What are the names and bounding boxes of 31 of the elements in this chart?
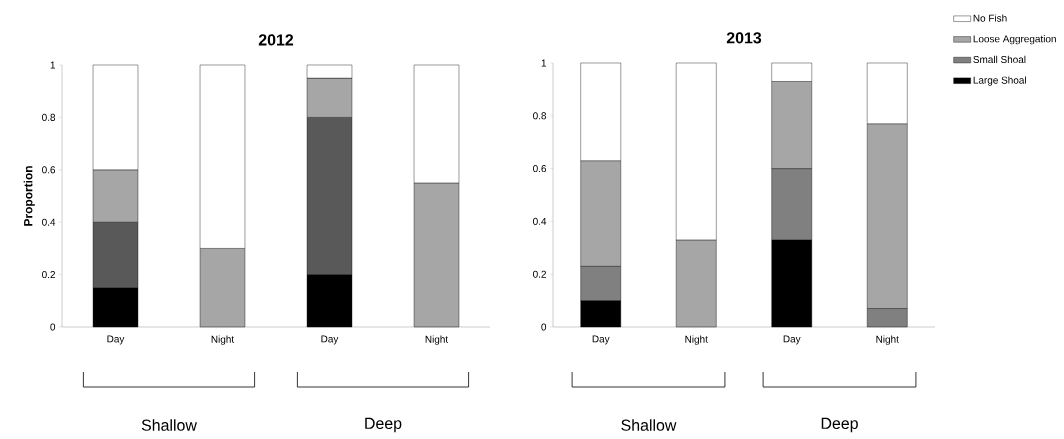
- y-tick-label: 0.6: [42, 166, 56, 174]
- legend-label: Large Shoal: [973, 76, 1026, 86]
- chart-title: 2013: [726, 32, 762, 44]
- x-tick-label: Night: [685, 335, 708, 345]
- legend-label: Small Shoal: [973, 55, 1026, 64]
- y-tick-label: 0: [50, 323, 56, 331]
- text: Deep: [365, 417, 402, 433]
- y-tick-label: 0.2: [533, 270, 546, 278]
- y-tick-label: 0: [541, 323, 547, 331]
- x-tick-label: Night: [211, 335, 235, 345]
- x-tick-label: Night: [876, 335, 899, 345]
- legend-label: No Fish: [973, 14, 1007, 22]
- chart-title: 2012: [258, 34, 294, 46]
- x-tick-label: Day: [321, 335, 339, 345]
- text: Deep: [821, 417, 858, 433]
- legend-label: Loose Aggregation: [973, 35, 1056, 45]
- y-tick-label: 0.8: [533, 112, 547, 120]
- y-tick-label: 0.4: [42, 218, 56, 226]
- y-tick-label: 1: [50, 61, 56, 69]
- y-tick-label: 0.6: [533, 165, 547, 173]
- text: Shallow: [621, 419, 677, 431]
- x-tick-label: Day: [783, 335, 801, 345]
- y-axis-title: Proportion: [23, 166, 35, 226]
- x-tick-label: Night: [425, 335, 449, 345]
- text: Shallow: [141, 419, 197, 431]
- y-tick-label: 1: [541, 59, 547, 67]
- y-tick-label: 0.2: [42, 271, 55, 279]
- y-tick-label: 0.4: [533, 217, 547, 225]
- y-tick-label: 0.8: [42, 113, 56, 121]
- x-tick-label: Day: [592, 335, 610, 345]
- x-tick-label: Day: [107, 335, 125, 345]
